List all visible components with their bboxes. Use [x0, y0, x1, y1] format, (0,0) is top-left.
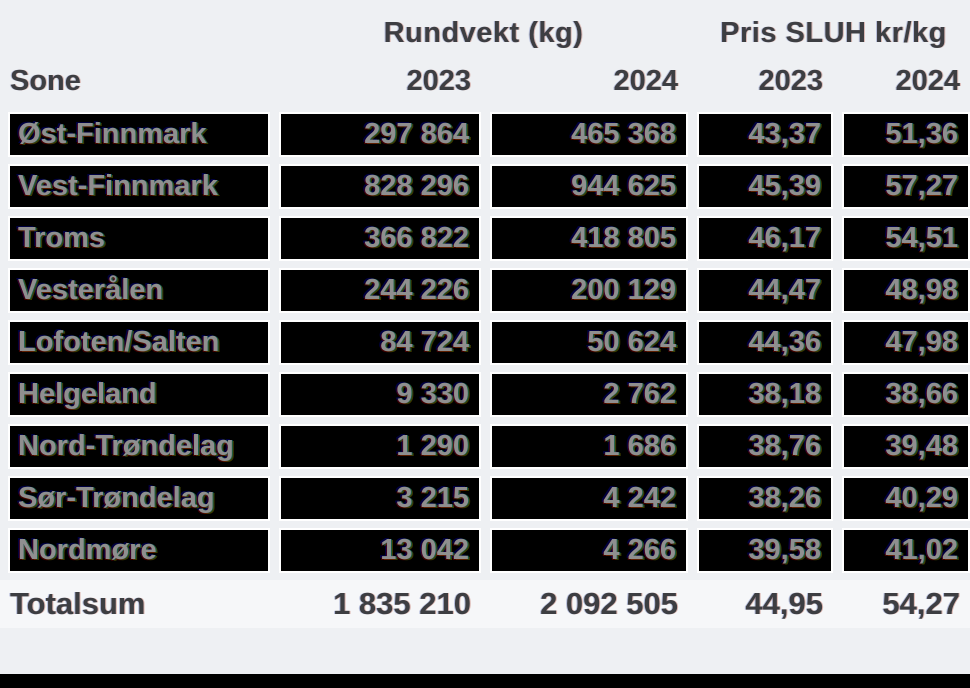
- cell-pris-2024: 38,66: [842, 372, 970, 417]
- cell-rundvekt-2024: 944 625: [490, 164, 688, 209]
- cell-pris-2024: 48,98: [842, 268, 970, 313]
- table-row: Øst-Finnmark 297 864 465 368 43,37 51,36: [0, 112, 970, 157]
- column-header-pris-2024: 2024: [895, 64, 960, 97]
- cell-rundvekt-2023: 9 330: [279, 372, 481, 417]
- total-label: Totalsum: [10, 586, 146, 621]
- cell-rundvekt-2023: 366 822: [279, 216, 481, 261]
- cell-rundvekt-2024: 4 266: [490, 528, 688, 573]
- header-group-pris: Pris SLUH kr/kg: [720, 16, 947, 49]
- cell-rundvekt-2023: 3 215: [279, 476, 481, 521]
- cell-rundvekt-2024: 1 686: [490, 424, 688, 469]
- cell-pris-2024: 41,02: [842, 528, 970, 573]
- cell-pris-2024: 40,29: [842, 476, 970, 521]
- total-rundvekt-2024: 2 092 505: [540, 586, 678, 621]
- cell-rundvekt-2023: 297 864: [279, 112, 481, 157]
- total-row: Totalsum 1 835 210 2 092 505 44,95 54,27: [0, 580, 970, 628]
- cell-sone: Øst-Finnmark: [8, 112, 270, 157]
- table-row: Troms 366 822 418 805 46,17 54,51: [0, 216, 970, 261]
- cell-pris-2024: 47,98: [842, 320, 970, 365]
- bottom-divider-bar: [0, 674, 970, 688]
- total-pris-2024: 54,27: [882, 586, 960, 621]
- cell-sone: Sør-Trøndelag: [8, 476, 270, 521]
- total-rundvekt-2023: 1 835 210: [333, 586, 471, 621]
- cell-sone: Helgeland: [8, 372, 270, 417]
- cell-rundvekt-2023: 13 042: [279, 528, 481, 573]
- table-row: Vesterålen 244 226 200 129 44,47 48,98: [0, 268, 970, 313]
- table-row: Nord-Trøndelag 1 290 1 686 38,76 39,48: [0, 424, 970, 469]
- cell-pris-2024: 57,27: [842, 164, 970, 209]
- table-row: Sør-Trøndelag 3 215 4 242 38,26 40,29: [0, 476, 970, 521]
- cell-pris-2024: 39,48: [842, 424, 970, 469]
- cell-rundvekt-2023: 828 296: [279, 164, 481, 209]
- cell-pris-2023: 44,36: [697, 320, 833, 365]
- header-group-rundvekt: Rundvekt (kg): [383, 16, 584, 49]
- cell-rundvekt-2023: 244 226: [279, 268, 481, 313]
- cell-pris-2024: 51,36: [842, 112, 970, 157]
- column-header-rundvekt-2024: 2024: [613, 64, 678, 97]
- table-row: Nordmøre 13 042 4 266 39,58 41,02: [0, 528, 970, 573]
- column-header-rundvekt-2023: 2023: [406, 64, 471, 97]
- header-group-row: Rundvekt (kg) Pris SLUH kr/kg: [0, 12, 970, 54]
- table-row: Helgeland 9 330 2 762 38,18 38,66: [0, 372, 970, 417]
- cell-sone: Nord-Trøndelag: [8, 424, 270, 469]
- table-row: Lofoten/Salten 84 724 50 624 44,36 47,98: [0, 320, 970, 365]
- cell-sone: Troms: [8, 216, 270, 261]
- cell-rundvekt-2024: 418 805: [490, 216, 688, 261]
- cell-pris-2023: 44,47: [697, 268, 833, 313]
- cell-sone: Lofoten/Salten: [8, 320, 270, 365]
- table-body: Øst-Finnmark 297 864 465 368 43,37 51,36…: [0, 112, 970, 573]
- cell-pris-2023: 39,58: [697, 528, 833, 573]
- cell-rundvekt-2023: 84 724: [279, 320, 481, 365]
- column-header-pris-2023: 2023: [758, 64, 823, 97]
- cell-rundvekt-2024: 200 129: [490, 268, 688, 313]
- cell-pris-2023: 43,37: [697, 112, 833, 157]
- cell-pris-2024: 54,51: [842, 216, 970, 261]
- cell-pris-2023: 38,26: [697, 476, 833, 521]
- cell-sone: Nordmøre: [8, 528, 270, 573]
- cell-rundvekt-2024: 465 368: [490, 112, 688, 157]
- cell-rundvekt-2023: 1 290: [279, 424, 481, 469]
- table-row: Vest-Finnmark 828 296 944 625 45,39 57,2…: [0, 164, 970, 209]
- cell-pris-2023: 38,76: [697, 424, 833, 469]
- header-column-row: Sone 2023 2024 2023 2024: [0, 58, 970, 104]
- cell-rundvekt-2024: 2 762: [490, 372, 688, 417]
- cell-pris-2023: 38,18: [697, 372, 833, 417]
- column-header-sone: Sone: [10, 64, 81, 97]
- cell-sone: Vest-Finnmark: [8, 164, 270, 209]
- cell-rundvekt-2024: 50 624: [490, 320, 688, 365]
- cell-pris-2023: 45,39: [697, 164, 833, 209]
- cell-rundvekt-2024: 4 242: [490, 476, 688, 521]
- cell-sone: Vesterålen: [8, 268, 270, 313]
- cell-pris-2023: 46,17: [697, 216, 833, 261]
- total-pris-2023: 44,95: [745, 586, 823, 621]
